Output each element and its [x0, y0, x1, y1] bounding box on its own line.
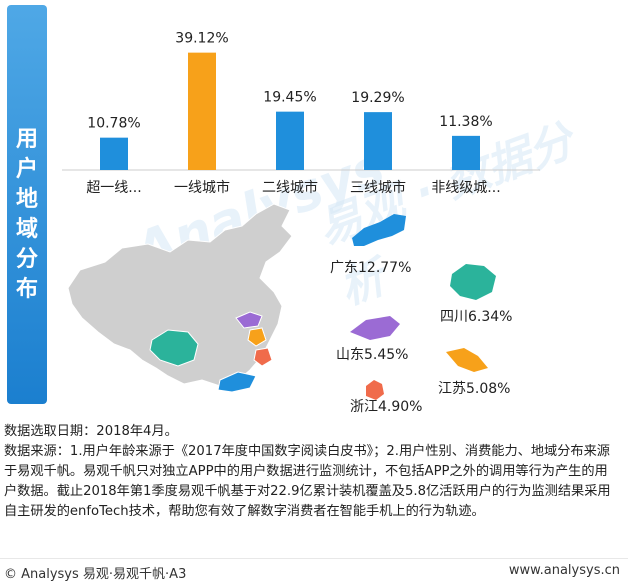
shandong-shape-icon [350, 316, 400, 340]
bar-value-label-2: 19.45% [263, 90, 316, 106]
shandong-on-map [235, 311, 263, 329]
guangdong-on-map [217, 371, 257, 393]
label-jiangsu: 江苏5.08% [438, 381, 511, 397]
zhejiang-shape-icon [366, 380, 384, 400]
footer-divider [0, 558, 628, 559]
footer-website: www.analysys.cn [508, 563, 620, 578]
jiangsu-on-map [247, 327, 267, 347]
category-label-3: 三线城市 [350, 179, 406, 196]
sichuan-shape-icon [450, 264, 496, 300]
category-label-1: 一线城市 [174, 179, 230, 196]
bar-2 [276, 111, 304, 170]
bar-0 [100, 137, 128, 170]
notes: 数据选取日期：2018年4月。 数据来源：1.用户年龄来源于《2017年度中国数… [4, 422, 619, 522]
side-title: 用户地域分布 [15, 127, 38, 302]
china-map [67, 203, 496, 400]
bar-value-label-0: 10.78% [87, 116, 140, 132]
note-source: 数据来源：1.用户年龄来源于《2017年度中国数字阅读白皮书》；2.用户性别、消… [4, 444, 611, 519]
label-zhejiang: 浙江4.90% [350, 399, 423, 415]
bar-value-label-3: 19.29% [351, 90, 404, 106]
sichuan-on-map [149, 329, 199, 367]
category-label-0: 超一线... [86, 180, 141, 196]
note-date: 数据选取日期：2018年4月。 [4, 424, 178, 439]
category-label-4: 非线级城... [431, 180, 500, 196]
china-base-shape [67, 203, 293, 387]
bar-4 [452, 135, 480, 170]
label-guangdong: 广东12.77% [330, 260, 412, 276]
jiangsu-shape-icon [446, 348, 488, 372]
footer-copyright: © Analysys 易观·易观千帆·A3 [4, 567, 187, 582]
bar-chart: 10.78% 超一线... 39.12% 一线城市 19.45% 二线城市 19.29% 三线… [62, 31, 540, 196]
label-sichuan: 四川6.34% [440, 309, 513, 325]
bar-value-label-1: 39.12% [175, 31, 228, 47]
side-title-bar: 用户地域分布 [7, 5, 47, 404]
bar-1 [188, 52, 216, 170]
category-label-2: 二线城市 [262, 179, 318, 196]
label-shandong: 山东5.45% [336, 347, 409, 363]
guangdong-shape-icon [352, 214, 406, 246]
china-map-area: 广东12.77% 四川6.34% 山东5.45% 江苏5.08% 浙江4.90% [60, 200, 620, 415]
bar-3 [364, 112, 392, 170]
zhejiang-on-map [253, 347, 273, 367]
bar-value-label-4: 11.38% [439, 114, 492, 130]
